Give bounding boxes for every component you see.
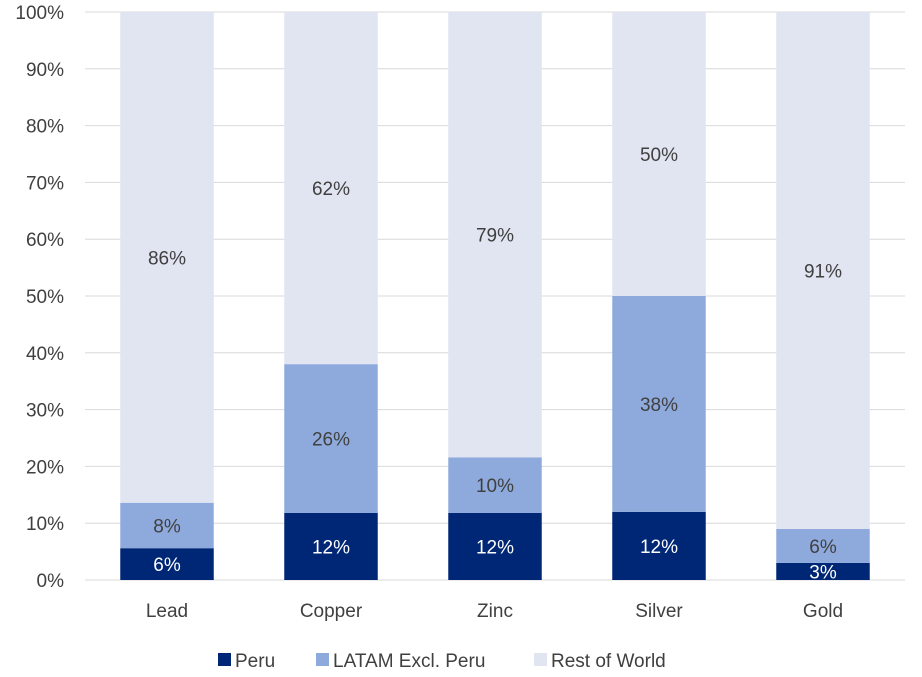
bar-segment-zinc-3 bbox=[448, 12, 542, 458]
legend-label: LATAM Excl. Peru bbox=[333, 651, 485, 672]
data-label: 12% bbox=[640, 537, 678, 558]
data-label: 38% bbox=[640, 395, 678, 416]
bars: 6% 8% 86% 12% 26% 62% 12% 10% 79% 12% 38% 50% 3% 6% 91… bbox=[120, 12, 870, 583]
data-label: 91% bbox=[804, 261, 842, 282]
y-tick-label: 20% bbox=[26, 457, 64, 478]
legend: Peru LATAM Excl. Peru Rest of World bbox=[218, 651, 666, 672]
data-label: 6% bbox=[809, 537, 837, 558]
legend-swatch bbox=[534, 653, 547, 666]
bar-segment-gold-1 bbox=[776, 562, 870, 580]
bar-segment-zinc-2 bbox=[448, 457, 542, 513]
bar-segment-copper-2 bbox=[284, 364, 378, 513]
bar-segment-silver-2 bbox=[612, 296, 706, 512]
bar-segment-lead-2 bbox=[120, 502, 214, 549]
bar-segment-silver-1 bbox=[612, 511, 706, 580]
data-label: 8% bbox=[153, 516, 181, 537]
y-tick-label: 40% bbox=[26, 344, 64, 365]
x-axis-tick-labels: Lead Copper Zinc Silver Gold bbox=[146, 601, 843, 622]
y-tick-label: 50% bbox=[26, 287, 64, 308]
data-label: 62% bbox=[312, 179, 350, 200]
data-label: 79% bbox=[476, 226, 514, 247]
data-label: 10% bbox=[476, 476, 514, 497]
y-tick-label: 100% bbox=[15, 3, 64, 24]
bar-segment-gold-3 bbox=[776, 12, 870, 529]
y-tick-label: 30% bbox=[26, 401, 64, 422]
data-label: 12% bbox=[312, 537, 350, 558]
legend-label: Rest of World bbox=[551, 651, 666, 672]
bar-segment-copper-1 bbox=[284, 512, 378, 580]
bar-segment-silver-3 bbox=[612, 12, 706, 296]
x-tick-label: Silver bbox=[635, 601, 683, 622]
y-tick-label: 0% bbox=[37, 571, 65, 592]
bar-segment-lead-1 bbox=[120, 548, 214, 580]
data-label: 50% bbox=[640, 145, 678, 166]
bar-segment-copper-3 bbox=[284, 12, 378, 365]
data-label: 3% bbox=[809, 562, 837, 583]
x-tick-label: Gold bbox=[803, 601, 843, 622]
y-tick-label: 80% bbox=[26, 117, 64, 138]
data-label: 6% bbox=[153, 555, 181, 576]
data-label: 86% bbox=[148, 248, 186, 269]
x-tick-label: Lead bbox=[146, 601, 188, 622]
x-tick-label: Zinc bbox=[477, 601, 513, 622]
legend-swatch bbox=[218, 653, 231, 666]
data-label: 26% bbox=[312, 430, 350, 451]
bar-segment-lead-3 bbox=[120, 12, 214, 503]
y-tick-label: 60% bbox=[26, 230, 64, 251]
y-tick-label: 70% bbox=[26, 173, 64, 194]
legend-label: Peru bbox=[235, 651, 275, 672]
x-tick-label: Copper bbox=[300, 601, 363, 622]
bar-segment-zinc-1 bbox=[448, 512, 542, 580]
bar-segment-gold-2 bbox=[776, 528, 870, 563]
legend-swatch bbox=[316, 653, 329, 666]
y-tick-label: 10% bbox=[26, 514, 64, 535]
y-axis-tick-labels: 0% 10% 20% 30% 40% 50% 60% 70% 80% 90% 100% bbox=[15, 3, 64, 592]
data-label: 12% bbox=[476, 537, 514, 558]
y-tick-label: 90% bbox=[26, 60, 64, 81]
